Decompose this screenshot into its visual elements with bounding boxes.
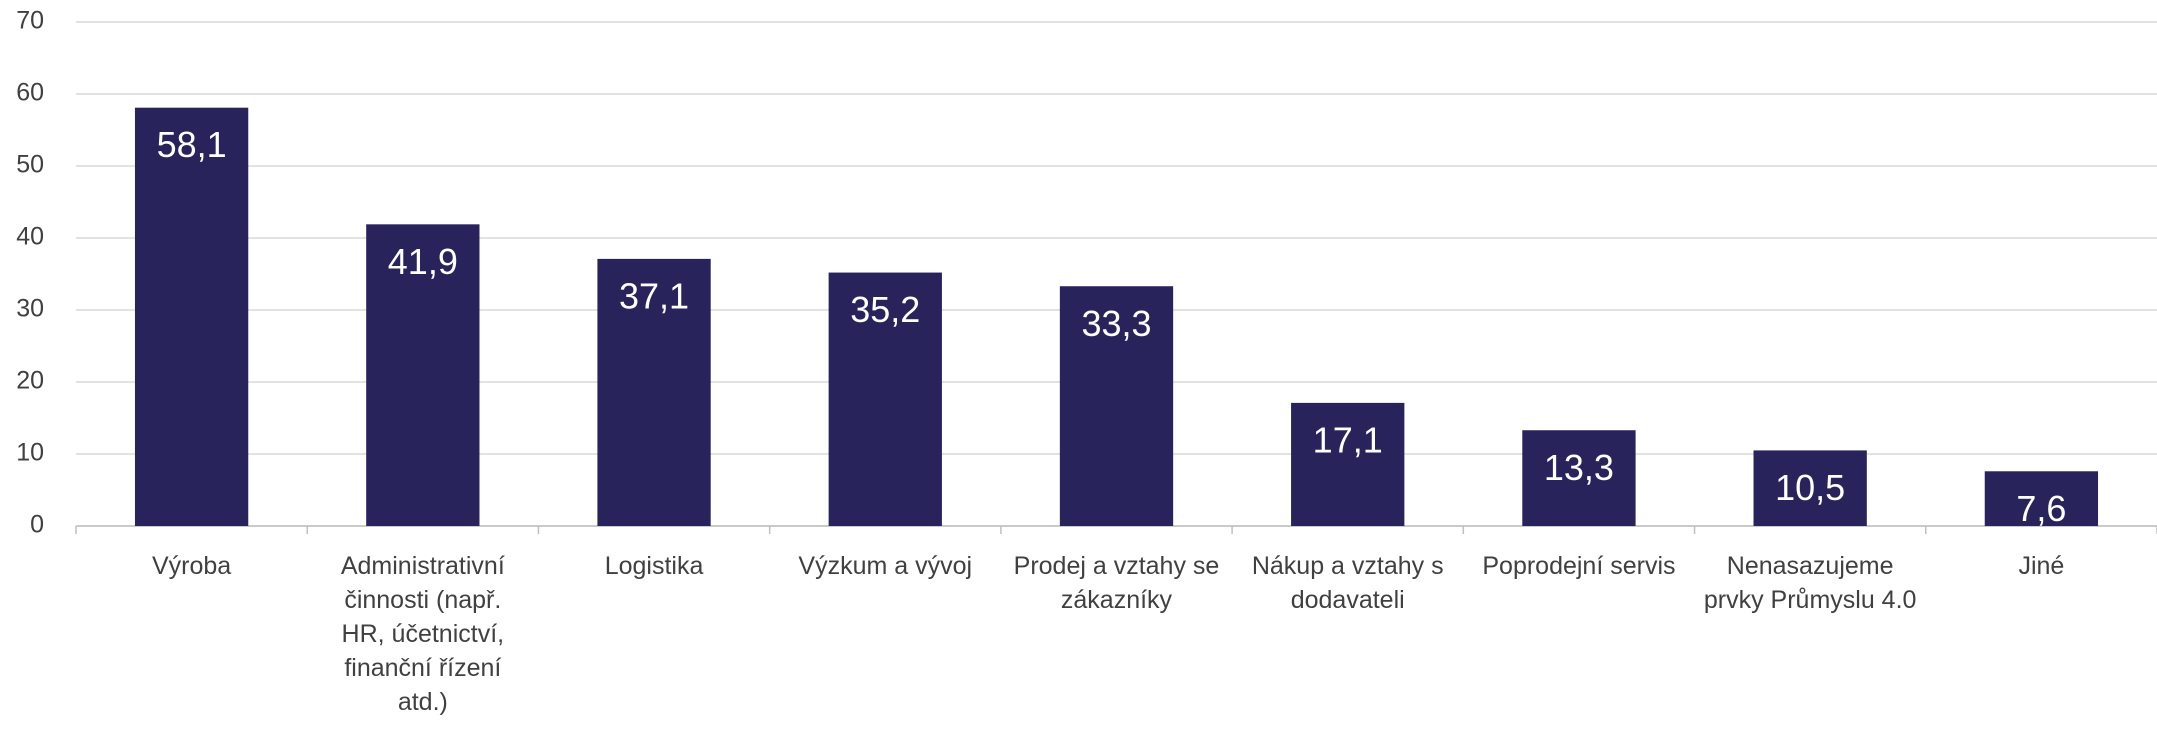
x-tick-label: Výroba <box>152 552 232 580</box>
y-tick-label: 40 <box>16 223 44 251</box>
data-label: 35,2 <box>850 289 920 330</box>
bar <box>134 107 249 527</box>
data-label: 41,9 <box>388 241 458 282</box>
y-tick-label: 10 <box>16 439 44 467</box>
bar <box>1291 402 1405 526</box>
data-label: 33,3 <box>1081 303 1151 344</box>
x-tick-label: Nákup a vztahy s dodavateli <box>1251 552 1444 614</box>
y-tick-label: 50 <box>16 151 44 179</box>
y-tick-label: 30 <box>16 295 44 323</box>
x-tick-label: Prodej a vztahy se zákazníky <box>1013 552 1220 614</box>
x-tick-label: Poprodejní servis <box>1482 552 1676 580</box>
bar <box>1753 450 1867 526</box>
bar <box>1059 286 1174 526</box>
bar <box>597 258 711 526</box>
bar <box>366 224 480 526</box>
y-tick-label: 0 <box>30 511 44 539</box>
x-tick-label: Administrativní činnosti (např. HR, účet… <box>340 552 505 716</box>
x-tick-label: Nenasazujeme prvky Průmyslu 4.0 <box>1703 552 1917 614</box>
bar <box>1522 430 1636 526</box>
bar <box>828 272 942 526</box>
data-label: 10,5 <box>1775 467 1845 508</box>
x-tick-label: Logistika <box>604 552 704 580</box>
x-tick-label: Výzkum a vývoj <box>798 552 973 580</box>
x-tick-label: Jiné <box>2018 552 2065 580</box>
data-label: 37,1 <box>619 275 689 316</box>
data-label: 13,3 <box>1544 447 1614 488</box>
bar <box>1984 471 2099 526</box>
y-tick-label: 20 <box>16 367 44 395</box>
data-label: 7,6 <box>2016 488 2066 529</box>
y-tick-label: 60 <box>16 79 44 107</box>
data-label: 58,1 <box>157 124 227 165</box>
y-tick-label: 70 <box>16 7 44 35</box>
data-label: 17,1 <box>1313 419 1383 460</box>
